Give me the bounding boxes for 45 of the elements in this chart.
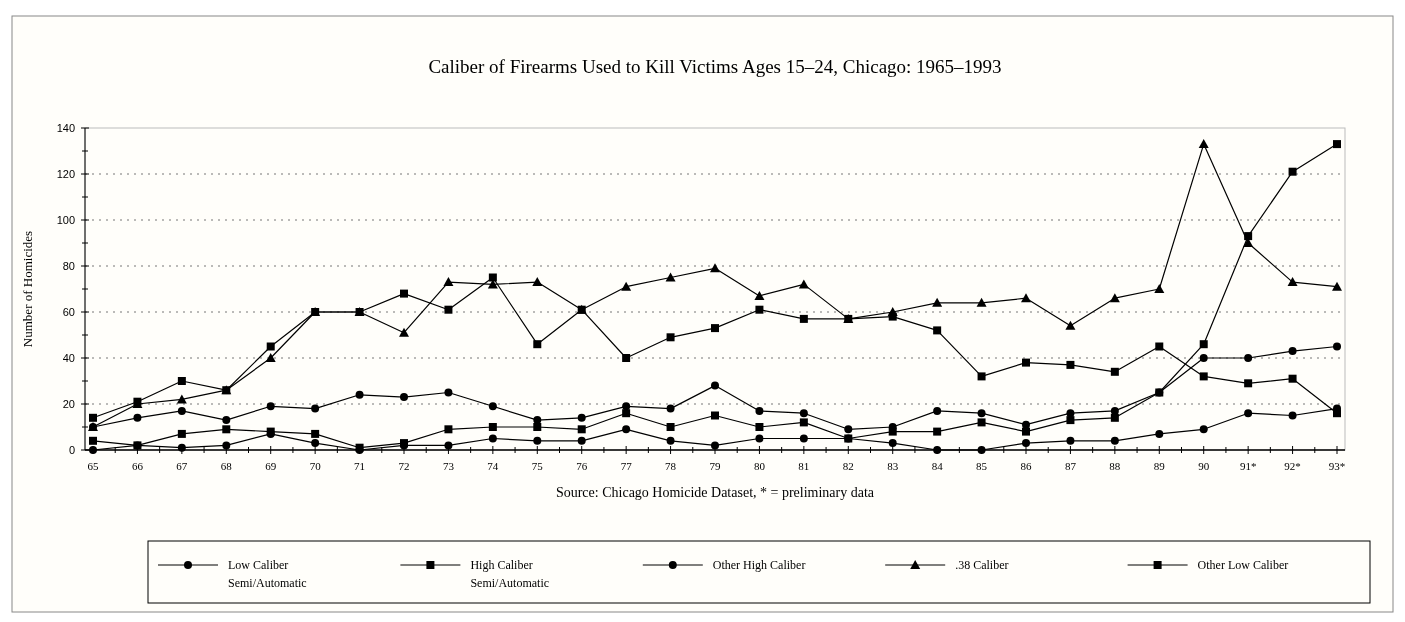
x-tick-label: 87 bbox=[1064, 460, 1077, 472]
x-tick-label: 74 bbox=[487, 460, 499, 472]
x-tick-label: 83 bbox=[887, 460, 899, 472]
legend-label: .38 Caliber bbox=[955, 558, 1009, 572]
x-tick-label: 69 bbox=[265, 460, 277, 472]
x-tick-label: 81 bbox=[798, 460, 810, 472]
y-tick-label: 40 bbox=[62, 351, 75, 364]
y-tick-label: 120 bbox=[56, 167, 75, 180]
y-tick-label: 140 bbox=[56, 121, 75, 134]
x-tick-label: 72 bbox=[398, 460, 410, 472]
legend-label: Low Caliber Semi/Automatic bbox=[228, 558, 307, 590]
legend-label: High Caliber Semi/Automatic bbox=[470, 558, 550, 590]
x-tick-label: 92* bbox=[1284, 460, 1301, 472]
x-tick-label: 90 bbox=[1198, 460, 1210, 472]
x-tick-label: 84 bbox=[931, 460, 944, 472]
x-tick-label: 70 bbox=[309, 460, 322, 472]
y-tick-label: 0 bbox=[68, 443, 75, 456]
chart-title: Caliber of Firearms Used to Kill Victims Ages 15–24, Chicago: 1965–1993 bbox=[428, 56, 1002, 77]
x-tick-label: 68 bbox=[220, 460, 233, 472]
x-tick-label: 65 bbox=[87, 460, 99, 472]
y-axis-title: Number of Homicides bbox=[20, 230, 35, 348]
x-tick-label: 82 bbox=[842, 460, 854, 472]
x-tick-label: 75 bbox=[531, 460, 544, 472]
x-tick-label: 78 bbox=[665, 460, 677, 472]
legend-label: Other Low Caliber bbox=[1197, 558, 1289, 572]
x-tick-label: 77 bbox=[620, 460, 633, 472]
x-tick-label: 73 bbox=[442, 460, 455, 472]
y-tick-label: 100 bbox=[56, 213, 75, 226]
x-tick-label: 88 bbox=[1109, 460, 1121, 472]
x-tick-label: 91* bbox=[1239, 460, 1257, 472]
x-tick-label: 79 bbox=[709, 460, 721, 472]
x-tick-label: 80 bbox=[753, 460, 766, 472]
x-tick-label: 93* bbox=[1328, 460, 1346, 472]
x-tick-label: 71 bbox=[354, 460, 366, 472]
x-tick-label: 67 bbox=[176, 460, 188, 472]
x-tick-label: 76 bbox=[576, 460, 588, 472]
x-tick-label: 85 bbox=[976, 460, 988, 472]
x-tick-label: 89 bbox=[1153, 460, 1166, 472]
source-note: Source: Chicago Homicide Dataset, * = preliminary data bbox=[555, 485, 875, 500]
legend-label: Other High Caliber bbox=[712, 558, 806, 572]
y-tick-label: 60 bbox=[62, 305, 75, 318]
x-tick-label: 86 bbox=[1020, 460, 1032, 472]
y-tick-label: 80 bbox=[62, 259, 75, 272]
y-tick-label: 20 bbox=[62, 397, 75, 410]
x-tick-label: 66 bbox=[131, 460, 144, 472]
